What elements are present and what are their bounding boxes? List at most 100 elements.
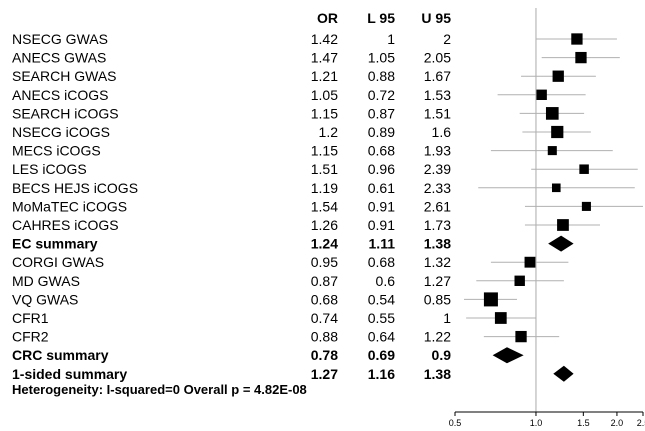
or-point-cfr1 bbox=[494, 312, 507, 324]
row-or-value: 0.95 bbox=[311, 254, 338, 270]
row-u95-value: 1.53 bbox=[424, 87, 451, 103]
row-u95-value: 2 bbox=[443, 31, 451, 47]
row-label: NSECG GWAS bbox=[12, 31, 108, 47]
row-search-gwas: SEARCH GWAS 1.21 0.88 1.67 bbox=[12, 68, 451, 84]
row-label: SEARCH iCOGS bbox=[12, 105, 119, 121]
row-or-value: 0.74 bbox=[311, 310, 338, 326]
row-search-icogs: SEARCH iCOGS 1.15 0.87 1.51 bbox=[12, 105, 451, 121]
x-tick-label-0: 0.5 bbox=[449, 418, 462, 428]
row-l95-value: 1 bbox=[387, 31, 395, 47]
row-or-value: 1.42 bbox=[311, 31, 338, 47]
row-label: LES iCOGS bbox=[12, 161, 87, 177]
row-nsecg-icogs: NSECG iCOGS 1.2 0.89 1.6 bbox=[12, 124, 451, 140]
x-tick-label-1: 1.0 bbox=[530, 418, 543, 428]
row-l95-value: 0.6 bbox=[376, 273, 396, 289]
row-l95-value: 1.11 bbox=[369, 236, 396, 252]
summary-diamond-ec-summary bbox=[548, 235, 574, 252]
or-point-nsecg-gwas bbox=[571, 33, 583, 45]
row-l95-value: 0.69 bbox=[368, 347, 395, 363]
row-u95-value: 2.05 bbox=[424, 50, 451, 66]
row-u95-value: 1.51 bbox=[424, 105, 451, 121]
heterogeneity-footer: Heterogeneity: I-squared=0 Overall p = 4… bbox=[12, 382, 307, 397]
row-label: SEARCH GWAS bbox=[12, 68, 117, 84]
row-label: VQ GWAS bbox=[12, 291, 78, 307]
row-u95-value: 2.61 bbox=[424, 198, 451, 214]
or-point-nsecg-icogs bbox=[551, 125, 564, 139]
row-vq-gwas: VQ GWAS 0.68 0.54 0.85 bbox=[12, 291, 451, 307]
row-crc-summary: CRC summary 0.78 0.69 0.9 bbox=[12, 347, 451, 363]
row-label: 1-sided summary bbox=[12, 366, 127, 382]
summary-diamond-crc-summary bbox=[492, 347, 524, 364]
row-u95-value: 1.22 bbox=[424, 329, 451, 345]
row-or-value: 1.2 bbox=[319, 124, 339, 140]
row-or-value: 1.15 bbox=[311, 143, 338, 159]
summary-diamond-1-sided-summary bbox=[553, 365, 574, 382]
or-point-anecs-gwas bbox=[575, 51, 587, 64]
row-l95-value: 0.89 bbox=[368, 124, 395, 140]
row-label: CORGI GWAS bbox=[12, 254, 104, 270]
or-point-corgi-gwas bbox=[524, 256, 536, 268]
row-u95-value: 1.38 bbox=[424, 236, 451, 252]
row-les-icogs: LES iCOGS 1.51 0.96 2.39 bbox=[12, 161, 451, 177]
row-or-value: 1.47 bbox=[311, 50, 338, 66]
row-u95-value: 1.27 bbox=[424, 273, 451, 289]
row-anecs-icogs: ANECS iCOGS 1.05 0.72 1.53 bbox=[12, 87, 451, 103]
row-label: ANECS GWAS bbox=[12, 50, 106, 66]
study-table: NSECG GWAS 1.42 1 2 ANECS GWAS 1.47 1.05 2.05 SE… bbox=[12, 31, 451, 382]
row-l95-value: 1.05 bbox=[368, 50, 395, 66]
row-or-value: 1.05 bbox=[311, 87, 338, 103]
or-point-cfr2 bbox=[515, 330, 527, 343]
chart-marks bbox=[463, 33, 643, 382]
row-ec-summary: EC summary 1.24 1.11 1.38 bbox=[12, 236, 451, 252]
row-corgi-gwas: CORGI GWAS 0.95 0.68 1.32 bbox=[12, 254, 451, 270]
row-u95-value: 0.9 bbox=[432, 347, 452, 363]
row-u95-value: 2.39 bbox=[424, 161, 451, 177]
row-label: BECS HEJS iCOGS bbox=[12, 180, 138, 196]
row-or-value: 0.87 bbox=[311, 273, 338, 289]
or-point-mecs-icogs bbox=[547, 146, 557, 156]
row-l95-value: 0.68 bbox=[368, 254, 395, 270]
or-point-becs-hejs-icogs bbox=[551, 183, 561, 193]
row-or-value: 0.68 bbox=[311, 291, 338, 307]
row-label: EC summary bbox=[12, 236, 98, 252]
row-label: CFR1 bbox=[12, 310, 49, 326]
or-point-search-gwas bbox=[552, 70, 564, 82]
row-cfr1: CFR1 0.74 0.55 1 bbox=[12, 310, 451, 326]
row-l95-value: 0.91 bbox=[368, 198, 395, 214]
row-cfr2: CFR2 0.88 0.64 1.22 bbox=[12, 329, 451, 345]
row-l95-value: 0.88 bbox=[368, 68, 395, 84]
row-l95-value: 0.61 bbox=[368, 180, 395, 196]
header-or: OR bbox=[317, 10, 338, 26]
or-point-vq-gwas bbox=[483, 292, 498, 307]
x-tick-label-4: 2.5 bbox=[637, 418, 645, 428]
row-nsecg-gwas: NSECG GWAS 1.42 1 2 bbox=[12, 31, 451, 47]
row-label: CAHRES iCOGS bbox=[12, 217, 119, 233]
row-or-value: 1.27 bbox=[311, 366, 338, 382]
or-point-cahres-icogs bbox=[557, 219, 569, 231]
row-or-value: 1.19 bbox=[311, 180, 338, 196]
x-tick-label-2: 1.5 bbox=[577, 418, 590, 428]
row-momatec-icogs: MoMaTEC iCOGS 1.54 0.91 2.61 bbox=[12, 198, 451, 214]
row-u95-value: 0.85 bbox=[424, 291, 451, 307]
or-point-les-icogs bbox=[579, 164, 589, 174]
row-mecs-icogs: MECS iCOGS 1.15 0.68 1.93 bbox=[12, 143, 451, 159]
row-l95-value: 0.54 bbox=[368, 291, 395, 307]
row-becs-hejs-icogs: BECS HEJS iCOGS 1.19 0.61 2.33 bbox=[12, 180, 451, 196]
row-l95-value: 0.55 bbox=[368, 310, 395, 326]
row-u95-value: 1.73 bbox=[424, 217, 451, 233]
row-anecs-gwas: ANECS GWAS 1.47 1.05 2.05 bbox=[12, 50, 451, 66]
row-label: CFR2 bbox=[12, 329, 49, 345]
column-headers: OR L 95 U 95 bbox=[317, 10, 451, 26]
row-cahres-icogs: CAHRES iCOGS 1.26 0.91 1.73 bbox=[12, 217, 451, 233]
row-u95-value: 1.6 bbox=[432, 124, 452, 140]
or-point-md-gwas bbox=[514, 275, 525, 286]
row-label: NSECG iCOGS bbox=[12, 124, 110, 140]
row-md-gwas: MD GWAS 0.87 0.6 1.27 bbox=[12, 273, 451, 289]
row-label: CRC summary bbox=[12, 347, 109, 363]
row-u95-value: 1 bbox=[443, 310, 451, 326]
plot-area: 0.5 1.0 1.5 2.0 2.5 bbox=[449, 8, 645, 428]
row-label: ANECS iCOGS bbox=[12, 87, 108, 103]
row-or-value: 0.78 bbox=[311, 347, 338, 363]
row-l95-value: 1.16 bbox=[368, 366, 395, 382]
